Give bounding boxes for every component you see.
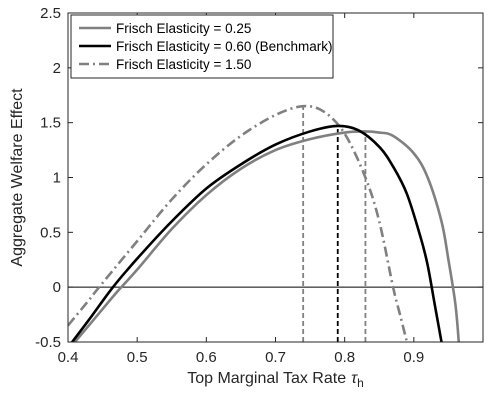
legend-label: Frisch Elasticity = 0.60 (Benchmark): [116, 39, 332, 54]
x-axis-label-symbol: τ: [351, 370, 358, 387]
legend: Frisch Elasticity = 0.25 Frisch Elasticit…: [70, 14, 334, 79]
series-lines: [68, 104, 461, 342]
series-line: [68, 104, 409, 342]
x-axis-label-text: Top Marginal Tax Rate: [187, 370, 346, 387]
series-line: [70, 124, 443, 342]
legend-box: [70, 14, 334, 79]
x-tick-labels: 0.4 0.5 0.6 0.7 0.8 0.9: [58, 349, 425, 366]
y-tick-label: 0: [53, 279, 61, 296]
x-tick-label: 0.6: [196, 349, 217, 366]
y-tick-label: -0.5: [35, 334, 61, 351]
x-tick-label: 0.4: [58, 349, 79, 366]
x-tick-label: 0.5: [127, 349, 148, 366]
legend-label: Frisch Elasticity = 1.50: [116, 57, 251, 72]
peak-markers: [302, 106, 367, 342]
x-tick-label: 0.7: [265, 349, 286, 366]
x-axis-label: Top Marginal Tax Rate τh: [187, 370, 364, 390]
y-tick-label: 2: [53, 60, 61, 77]
x-axis-label-subscript: h: [357, 376, 364, 390]
y-tick-label: 1: [53, 170, 61, 187]
series-line: [73, 130, 461, 342]
y-tick-label: 1.5: [40, 115, 61, 132]
y-axis-label: Aggregate Welfare Effect: [9, 88, 26, 267]
y-tick-label: 2.5: [40, 5, 61, 22]
y-tick-label: 0.5: [40, 224, 61, 241]
y-tick-labels: -0.5 0 0.5 1 1.5 2 2.5: [35, 5, 61, 351]
x-tick-label: 0.9: [403, 349, 424, 366]
legend-label: Frisch Elasticity = 0.25: [116, 21, 251, 36]
x-tick-label: 0.8: [334, 349, 355, 366]
